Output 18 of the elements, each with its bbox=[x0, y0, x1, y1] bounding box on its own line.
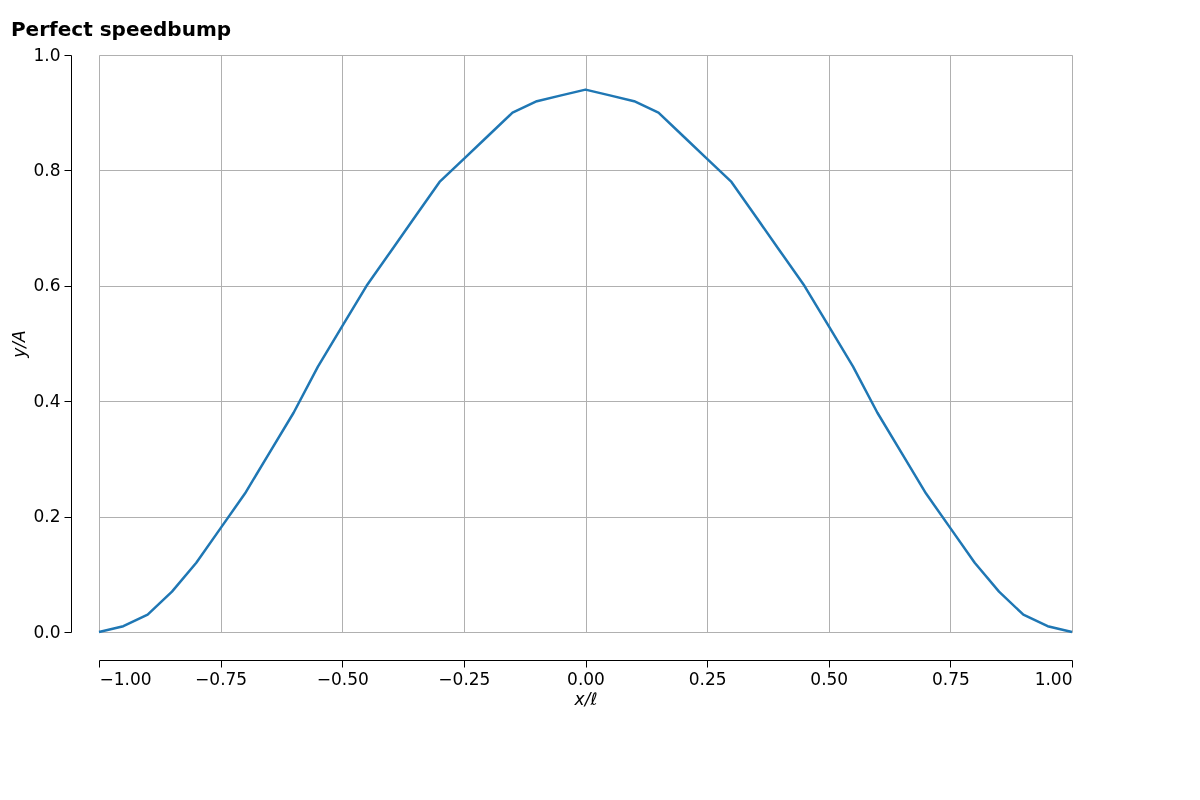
y-tick-label: 0.8 bbox=[33, 159, 61, 180]
x-tick-label: 0.50 bbox=[810, 668, 849, 689]
y-tick-label: 0.2 bbox=[33, 506, 61, 527]
x-tick-label: −1.00 bbox=[99, 668, 152, 689]
x-axis-title: x/ℓ bbox=[573, 688, 598, 709]
chart-title: Perfect speedbump bbox=[10, 17, 232, 41]
x-tick-label: 0.75 bbox=[931, 668, 970, 689]
y-tick-label: 0.4 bbox=[33, 390, 61, 411]
x-tick-label: −0.75 bbox=[195, 668, 248, 689]
x-tick-label: −0.50 bbox=[316, 668, 369, 689]
y-tick-label: 0.6 bbox=[33, 275, 61, 296]
y-tick-label: 0.0 bbox=[33, 621, 61, 642]
y-axis-title: y/A bbox=[9, 330, 30, 359]
x-tick-label: 1.00 bbox=[1034, 668, 1073, 689]
x-tick-label: 0.25 bbox=[688, 668, 727, 689]
x-tick-label: −0.25 bbox=[438, 668, 491, 689]
x-tick-label: 0.00 bbox=[567, 668, 605, 689]
y-tick-label: 1.0 bbox=[33, 44, 61, 65]
